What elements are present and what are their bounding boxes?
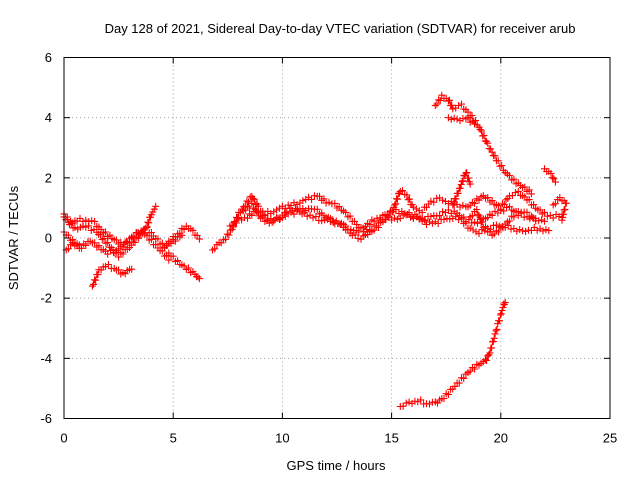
x-tick-label: 5 bbox=[170, 431, 177, 446]
data-point bbox=[62, 239, 83, 254]
series-track-i bbox=[226, 203, 548, 243]
x-tick-label: 25 bbox=[603, 431, 617, 446]
y-tick-label: 6 bbox=[45, 50, 52, 65]
series-track-n bbox=[444, 114, 479, 128]
series-track-e bbox=[88, 261, 136, 290]
grid-layer bbox=[64, 57, 610, 419]
data-point bbox=[88, 261, 136, 290]
ticks-layer: 0 5 10 15 20 25 -6 -4 -2 0 2 4 6 bbox=[40, 50, 617, 446]
data-point bbox=[226, 203, 548, 243]
data-point bbox=[209, 187, 566, 254]
y-tick-label: 0 bbox=[45, 231, 52, 246]
series-track-d bbox=[62, 239, 83, 254]
series-track-h bbox=[209, 187, 566, 254]
x-tick-label: 15 bbox=[384, 431, 398, 446]
data-point bbox=[444, 114, 479, 128]
y-axis-label: SDTVAR / TECUs bbox=[6, 185, 21, 290]
x-tick-label: 0 bbox=[60, 431, 67, 446]
chart-title: Day 128 of 2021, Sidereal Day-to-day VTE… bbox=[105, 21, 576, 36]
series-track-g bbox=[165, 249, 203, 283]
y-tick-label: 4 bbox=[45, 110, 52, 125]
data-point bbox=[549, 194, 570, 224]
y-tick-label: 2 bbox=[45, 170, 52, 185]
series-track-p bbox=[396, 298, 509, 410]
series-track-q bbox=[449, 169, 474, 209]
series-track-l bbox=[549, 194, 570, 224]
data-point bbox=[165, 249, 203, 283]
data-point bbox=[541, 165, 559, 186]
series-track-o bbox=[541, 165, 559, 186]
data-point bbox=[431, 91, 535, 198]
data-point bbox=[396, 298, 509, 410]
x-tick-label: 10 bbox=[275, 431, 289, 446]
series-track-j bbox=[239, 200, 553, 238]
data-point bbox=[466, 206, 540, 239]
x-axis-label: GPS time / hours bbox=[287, 458, 386, 473]
y-tick-label: -6 bbox=[40, 411, 52, 426]
series-track-m bbox=[431, 91, 535, 198]
series-track-f bbox=[161, 222, 203, 251]
data-point bbox=[239, 200, 553, 238]
x-tick-label: 20 bbox=[494, 431, 508, 446]
marks-layer bbox=[60, 91, 570, 410]
series-track-k bbox=[466, 206, 540, 239]
data-point bbox=[449, 169, 474, 209]
y-tick-label: -2 bbox=[40, 291, 52, 306]
y-tick-label: -4 bbox=[40, 351, 52, 366]
data-point bbox=[161, 222, 203, 251]
